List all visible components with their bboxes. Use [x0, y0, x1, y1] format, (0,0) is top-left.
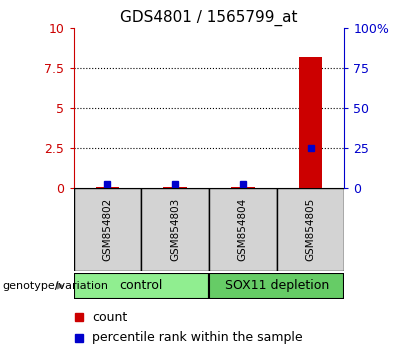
Bar — [163, 187, 187, 188]
Text: GSM854804: GSM854804 — [238, 198, 248, 261]
Bar — [209, 273, 344, 299]
Text: GSM854805: GSM854805 — [305, 198, 315, 261]
Text: percentile rank within the sample: percentile rank within the sample — [92, 331, 303, 344]
Text: genotype/variation: genotype/variation — [2, 281, 108, 291]
Text: SOX11 depletion: SOX11 depletion — [225, 279, 329, 292]
Bar — [231, 187, 255, 188]
Bar — [74, 273, 209, 299]
Text: control: control — [120, 279, 163, 292]
Text: GSM854802: GSM854802 — [102, 198, 113, 261]
Bar — [277, 188, 344, 271]
Text: count: count — [92, 311, 128, 324]
Title: GDS4801 / 1565799_at: GDS4801 / 1565799_at — [120, 9, 298, 25]
Bar — [74, 188, 141, 271]
Bar — [95, 187, 119, 188]
Bar — [299, 57, 323, 188]
Bar — [209, 188, 277, 271]
Bar — [141, 188, 209, 271]
Text: GSM854803: GSM854803 — [170, 198, 180, 261]
